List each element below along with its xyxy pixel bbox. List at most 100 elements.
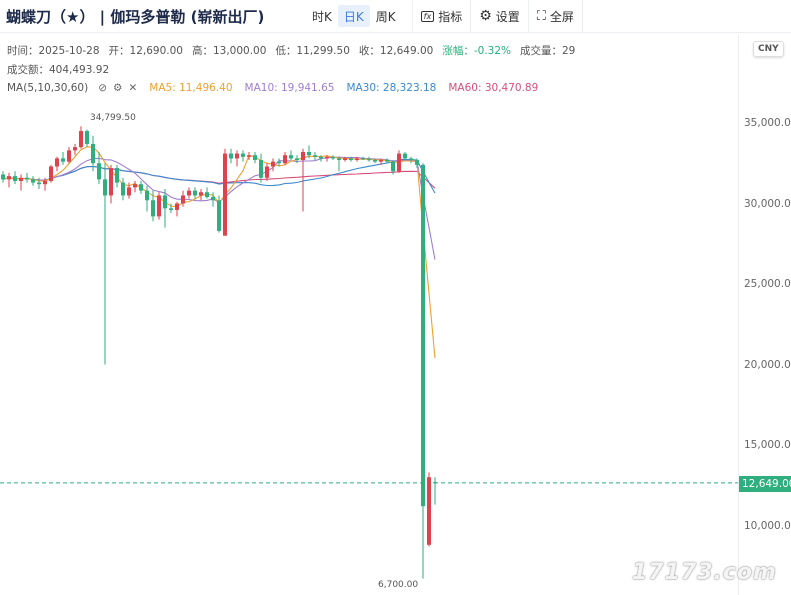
ma5-line (2, 146, 436, 359)
candle-body (133, 184, 137, 188)
ohlc-info: 时间：2025-10-28 开：12,690.00 高：13,000.00 低：11,… (7, 43, 584, 58)
candle-body (109, 168, 113, 196)
candle-body (295, 158, 299, 161)
candle-body (421, 164, 425, 507)
min-price-label: 6,700.00 (378, 580, 419, 590)
candle-body (331, 156, 335, 159)
candle-body (55, 158, 59, 167)
ma-legend: MA(5,10,30,60) ⊘ ⚙ ✕ MA5: 11,496.40 MA10: … (7, 82, 538, 94)
candle-body (337, 158, 341, 161)
indicator-label: 指标 (438, 9, 463, 24)
candle-body (403, 153, 407, 159)
candle-body (289, 155, 293, 159)
ma-label: MA(5,10,30,60) (7, 82, 89, 94)
gear-icon: ⚙ (479, 8, 492, 24)
ma30-value: MA30: 28,323.18 (346, 82, 437, 94)
candle-body (91, 143, 95, 164)
candle-body (379, 160, 383, 162)
candle-body (253, 155, 257, 161)
page-title: 蝴蝶刀（★） | 伽玛多普勒 (崭新出厂) (6, 7, 265, 26)
settings-button[interactable]: ⚙ 设置 (470, 0, 528, 33)
max-price-label: 34,799.50 (90, 113, 136, 123)
indicator-button[interactable]: fx 指标 (411, 0, 471, 33)
candle-body (385, 160, 389, 162)
fullscreen-button[interactable]: ⛶ 全屏 (527, 0, 582, 33)
info-volume: 成交量：29 (520, 45, 576, 57)
watermark: 17173.com (632, 560, 777, 585)
info-close: 收：12,649.00 (358, 45, 434, 57)
candle-body (31, 179, 35, 183)
candle-body (151, 200, 155, 217)
tab-hour-k[interactable]: 时K (312, 9, 332, 24)
candle-body (1, 174, 5, 180)
candle-body (409, 158, 413, 161)
candle-body (145, 190, 149, 201)
candle-body (433, 482, 437, 484)
toolbar-spacer (581, 0, 791, 33)
ma5-value: MA5: 11,496.40 (149, 82, 233, 94)
candle-body (211, 197, 215, 201)
close-icon[interactable]: ✕ (128, 82, 138, 94)
fullscreen-icon: ⛶ (536, 8, 546, 24)
candle-body (187, 190, 191, 196)
info-high: 高：13,000.00 (191, 45, 267, 57)
candle-body (265, 166, 269, 178)
candle-body (85, 131, 89, 144)
candle-body (97, 163, 101, 180)
tab-week-k[interactable]: 周K (375, 9, 396, 24)
candlestick-chart[interactable] (0, 34, 738, 595)
candle-body (355, 158, 359, 161)
candle-body (367, 159, 371, 161)
candle-body (205, 192, 209, 198)
candle-body (25, 177, 29, 180)
ma30-line (2, 158, 436, 194)
info-turnover: 成交额：404,493.92 (7, 64, 110, 76)
candle-body (283, 155, 287, 164)
indicator-icon: fx (420, 10, 435, 22)
candle-body (37, 182, 41, 185)
candle-body (193, 190, 197, 196)
candle-body (43, 180, 47, 185)
candle-body (175, 203, 179, 210)
candle-body (67, 150, 71, 162)
candle-body (427, 477, 431, 545)
info-open: 开：12,690.00 (108, 45, 183, 57)
hide-icon[interactable]: ⊘ (98, 82, 108, 94)
y-tick-label: 35,000.00 (744, 117, 791, 129)
candle-body (169, 208, 173, 210)
candle-body (19, 177, 23, 181)
candle-body (181, 195, 185, 204)
candle-body (115, 168, 119, 183)
y-tick-label: 10,000.00 (744, 519, 791, 532)
candle-body (79, 131, 83, 148)
candle-body (217, 200, 221, 231)
candle-body (325, 156, 329, 159)
currency-button[interactable]: CNY (753, 41, 784, 57)
candle-body (13, 176, 17, 181)
candle-body (127, 187, 131, 196)
candle-body (103, 179, 107, 196)
y-tick-label: 20,000.00 (744, 358, 791, 371)
candle-body (361, 158, 365, 160)
current-price-tag: 12,649.00 (739, 476, 791, 492)
tab-day-k[interactable]: 日K (337, 5, 370, 27)
candle-body (349, 158, 353, 161)
candle-body (307, 151, 311, 156)
settings-label: 设置 (495, 9, 520, 24)
y-axis (738, 34, 739, 595)
candle-body (319, 156, 323, 159)
candle-body (7, 176, 11, 180)
ma10-value: MA10: 19,941.65 (244, 82, 335, 94)
candle-body (235, 153, 239, 159)
candle-body (271, 161, 275, 167)
candle-body (61, 158, 65, 162)
candle-body (259, 160, 263, 178)
candle-body (397, 153, 401, 172)
candle-body (73, 147, 77, 151)
y-tick-label: 15,000.00 (744, 439, 791, 451)
candle-body (301, 151, 305, 161)
ma60-value: MA60: 30,470.89 (448, 82, 539, 94)
fullscreen-label: 全屏 (549, 9, 574, 24)
gear-icon[interactable]: ⚙ (113, 82, 123, 94)
info-time: 时间：2025-10-28 (7, 45, 100, 57)
